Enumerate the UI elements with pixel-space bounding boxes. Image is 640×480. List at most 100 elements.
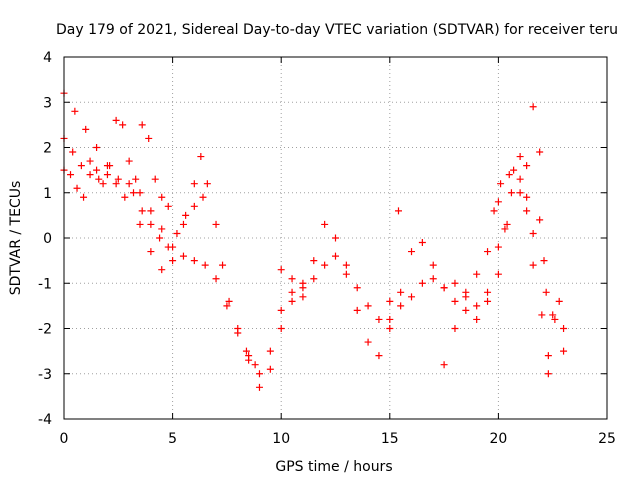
data-point <box>197 153 205 161</box>
data-series <box>440 175 568 369</box>
data-point <box>158 225 166 233</box>
data-point <box>145 134 153 142</box>
data-point <box>332 252 339 260</box>
data-point <box>484 248 492 256</box>
data-point <box>507 189 515 197</box>
data-point <box>375 315 383 323</box>
data-series <box>245 207 402 391</box>
data-point <box>251 361 259 369</box>
data-point <box>544 370 552 378</box>
data-point <box>353 284 361 292</box>
data-point <box>106 162 114 170</box>
data-point <box>299 293 307 301</box>
data-point <box>112 180 120 188</box>
data-point <box>418 279 426 287</box>
data-point <box>310 275 318 283</box>
data-point <box>190 257 198 265</box>
data-point <box>408 248 416 256</box>
axis-ticks <box>63 56 608 420</box>
data-point <box>494 198 502 206</box>
data-point <box>490 207 498 215</box>
x-tick-label: 0 <box>60 431 69 447</box>
data-point <box>95 175 103 183</box>
data-series <box>60 116 172 210</box>
data-point <box>386 325 394 332</box>
data-point <box>523 162 531 170</box>
data-point <box>473 302 481 310</box>
data-point <box>523 193 531 201</box>
data-point <box>121 193 129 201</box>
data-point <box>147 248 155 256</box>
data-point <box>516 153 524 161</box>
data-point <box>484 297 492 305</box>
data-point <box>182 211 190 219</box>
data-point <box>473 315 481 323</box>
data-point <box>199 193 207 201</box>
data-point <box>342 270 350 278</box>
data-point <box>147 220 155 228</box>
data-series <box>277 239 502 360</box>
data-point <box>510 166 518 174</box>
y-tick-label: -1 <box>38 276 52 292</box>
y-tick-label: 1 <box>43 186 52 202</box>
data-point <box>542 288 550 296</box>
data-point <box>494 270 502 278</box>
data-point <box>266 347 274 355</box>
data-point <box>342 261 350 269</box>
data-point <box>451 279 459 287</box>
data-point <box>462 288 470 296</box>
data-point <box>397 302 405 310</box>
data-point <box>484 288 492 296</box>
data-points <box>60 89 568 391</box>
data-point <box>86 171 94 179</box>
chart-title: Day 179 of 2021, Sidereal Day-to-day VTE… <box>56 22 618 38</box>
data-point <box>523 207 531 215</box>
data-point <box>223 302 231 310</box>
data-point <box>544 352 552 360</box>
data-point <box>93 166 101 174</box>
data-point <box>112 116 120 124</box>
data-point <box>82 125 90 133</box>
data-point <box>212 275 220 283</box>
data-point <box>156 234 164 242</box>
y-axis-title: SDTVAR / TECUs <box>8 181 24 296</box>
data-point <box>73 184 81 192</box>
data-point <box>136 189 144 197</box>
data-point <box>125 157 133 165</box>
data-point <box>130 189 138 197</box>
data-point <box>93 144 101 151</box>
data-point <box>255 370 263 378</box>
data-point <box>288 297 296 305</box>
data-point <box>321 220 329 228</box>
data-point <box>555 297 563 305</box>
data-point <box>151 175 159 183</box>
y-tick-label: 4 <box>43 50 52 66</box>
data-point <box>212 220 220 228</box>
data-point <box>549 311 557 319</box>
data-point <box>408 293 416 301</box>
data-point <box>242 347 250 355</box>
data-point <box>494 243 502 251</box>
x-tick-label: 15 <box>381 431 399 447</box>
data-point <box>169 257 177 265</box>
data-point <box>497 180 505 188</box>
data-point <box>321 261 329 269</box>
data-point <box>179 220 187 228</box>
data-series <box>136 153 259 369</box>
data-point <box>501 225 509 233</box>
data-point <box>540 257 548 265</box>
data-point <box>225 297 233 305</box>
data-point <box>71 107 79 115</box>
data-point <box>529 229 537 237</box>
data-point <box>67 171 75 179</box>
tick-labels: 0 5 10 15 20 25 -4 -3 -2 -1 0 1 2 3 4 <box>38 50 616 447</box>
data-point <box>173 229 181 237</box>
data-point <box>299 279 307 287</box>
data-point <box>440 361 448 369</box>
data-point <box>429 261 437 269</box>
data-point <box>69 148 77 156</box>
data-series <box>386 103 568 332</box>
data-point <box>288 275 296 283</box>
